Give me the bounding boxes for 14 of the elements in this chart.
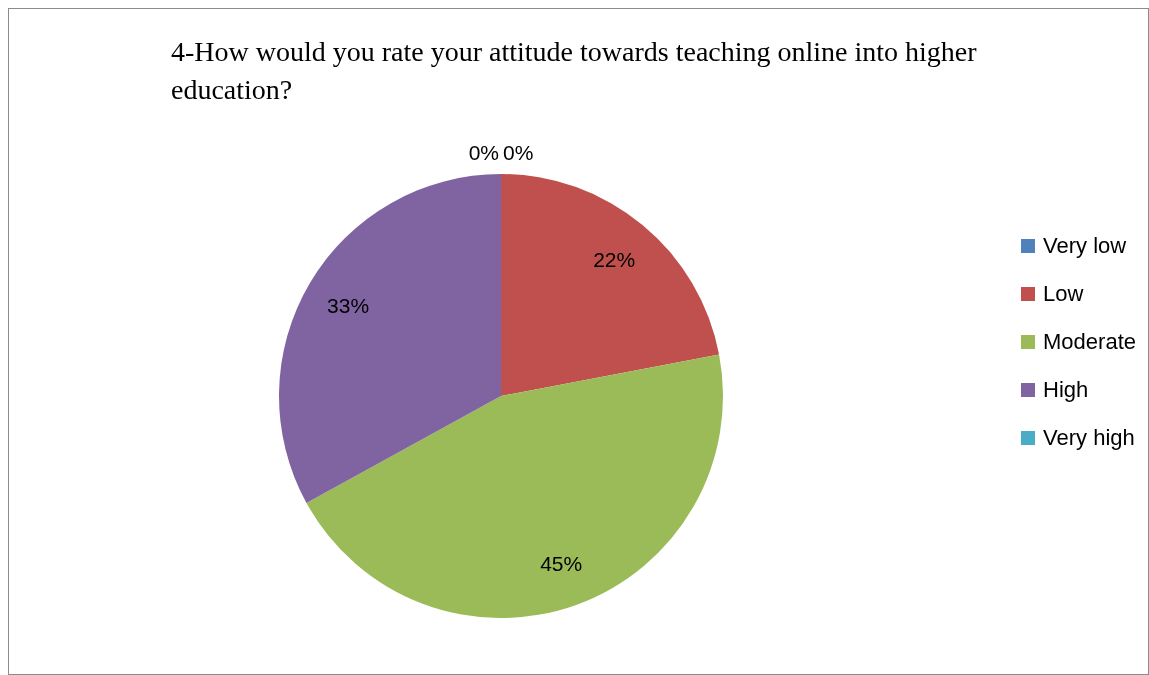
text: 0% <box>468 140 499 164</box>
data-label: 22% <box>593 247 636 271</box>
chart-title: 4-How would you rate your attitude towards teaching online into higher education? <box>171 35 978 107</box>
pie-slice <box>501 174 720 396</box>
data-label: 45% <box>540 551 583 575</box>
legend-label: Very low <box>1043 232 1127 259</box>
data-label: 33% <box>327 294 370 318</box>
pie-slice <box>306 354 723 618</box>
legend-label: Moderate <box>1043 328 1136 355</box>
legend-label: Low <box>1043 280 1084 307</box>
text: 0% <box>503 140 534 164</box>
legend-label: Very high <box>1043 424 1135 451</box>
legend-label: High <box>1043 376 1089 403</box>
pie-slice <box>279 174 501 503</box>
